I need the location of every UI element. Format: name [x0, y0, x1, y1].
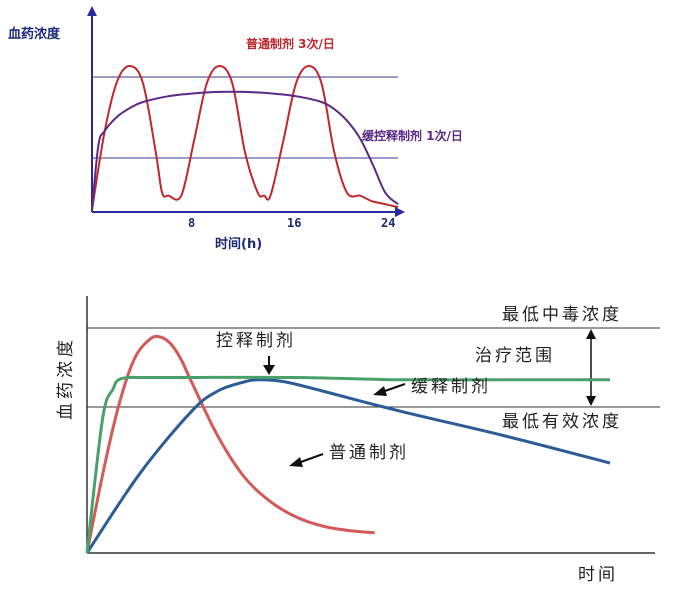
- chart-2: 最低中毒浓度 最低有效浓度 治疗范围 控释制剂 缓释制剂 普通制剂 时间 血药浓…: [56, 296, 660, 585]
- chart2-controlled-arrow-head: [263, 365, 275, 375]
- chart1-y-axis-arrow: [87, 6, 97, 16]
- chart1-x-axis-arrow: [395, 207, 405, 217]
- chart1-tick-16: 16: [287, 216, 301, 230]
- chart2-regular-arrow-head: [289, 457, 303, 467]
- chart1-y-axis-label: 血药浓度: [8, 26, 61, 42]
- chart1-series-regular-line: [91, 64, 399, 211]
- chart2-effective-threshold-label: 最低有效浓度: [502, 412, 622, 432]
- chart2-series-controlled-line: [85, 375, 610, 554]
- chart2-regular-arrow-line: [297, 453, 324, 464]
- chart-1: 血药浓度 时间(h) 8 16 24 普通制剂 3次/日 缓控释制剂 1次/日: [8, 6, 463, 252]
- chart2-toxic-threshold-label: 最低中毒浓度: [502, 305, 622, 325]
- chart1-x-axis-label: 时间(h): [215, 236, 262, 252]
- chart2-x-axis-label: 时间: [578, 565, 618, 585]
- chart2-sustained-arrow-head: [373, 386, 387, 396]
- chart1-legend-regular: 普通制剂 3次/日: [246, 36, 335, 51]
- chart2-range-arrow-top: [586, 329, 596, 339]
- chart2-label-sustained: 缓释制剂: [411, 377, 491, 397]
- chart2-series-sustained-line: [85, 378, 611, 554]
- chart2-label-regular: 普通制剂: [329, 443, 409, 463]
- chart1-tick-24: 24: [381, 216, 395, 230]
- chart2-label-controlled: 控释制剂: [216, 331, 296, 351]
- chart2-y-axis-label: 血药浓度: [56, 336, 76, 420]
- chart1-legend-sustained: 缓控释制剂 1次/日: [362, 128, 463, 143]
- chart2-sustained-arrow-line: [381, 383, 406, 393]
- chart2-series-regular-line: [85, 334, 375, 554]
- chart1-tick-8: 8: [188, 216, 195, 230]
- chart2-range-arrow-bottom: [586, 396, 596, 406]
- chart2-therapeutic-range-label: 治疗范围: [475, 346, 555, 366]
- chart1-series-sustained-line: [91, 90, 399, 211]
